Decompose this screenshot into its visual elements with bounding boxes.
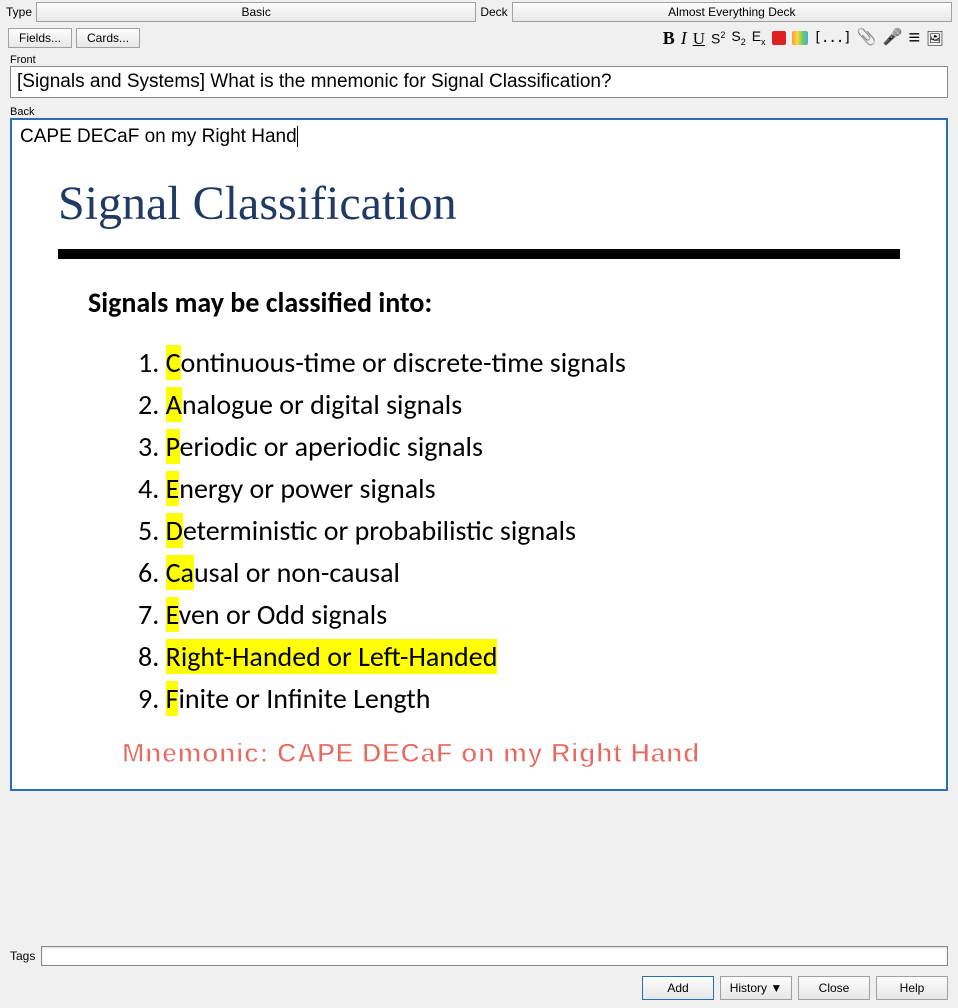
- slide-image: Signal Classification Signals may be cla…: [18, 154, 940, 769]
- back-text: CAPE DECaF on my Right Hand: [20, 126, 298, 147]
- slide-list-item: Analogue or digital signals: [138, 384, 900, 426]
- slide-list-item: Continuous-time or discrete-time signals: [138, 342, 900, 384]
- cloze-icon[interactable]: [...]: [814, 31, 851, 45]
- underline-icon[interactable]: U: [693, 30, 705, 47]
- bold-icon[interactable]: B: [663, 29, 675, 47]
- toolbar-row: Fields... Cards... B I U S2 S2 Ex [...] …: [0, 24, 958, 52]
- slide-list-item: Deterministic or probabilistic signals: [138, 510, 900, 552]
- menu-icon[interactable]: ≡: [909, 28, 921, 48]
- bottom-buttons: Add History ▼ Close Help: [0, 972, 958, 1008]
- front-field[interactable]: [Signals and Systems] What is the mnemon…: [10, 66, 948, 98]
- text-color-icon[interactable]: [772, 31, 786, 45]
- subscript-icon[interactable]: S2: [731, 29, 745, 47]
- slide-list-item: Finite or Infinite Length: [138, 678, 900, 720]
- tags-input[interactable]: [41, 946, 948, 966]
- help-button[interactable]: Help: [876, 976, 948, 1000]
- slide-list-item: Energy or power signals: [138, 468, 900, 510]
- latex-icon[interactable]: 🖼: [926, 31, 944, 45]
- fields-button[interactable]: Fields...: [8, 28, 72, 48]
- format-toolbar: B I U S2 S2 Ex [...] 📎 🎤 ≡ 🖼: [663, 28, 950, 48]
- deck-label: Deck: [480, 5, 507, 19]
- front-text: [Signals and Systems] What is the mnemon…: [17, 71, 612, 92]
- back-label: Back: [0, 106, 958, 118]
- color-picker-icon[interactable]: [792, 31, 808, 45]
- deck-selector[interactable]: Almost Everything Deck: [512, 2, 952, 22]
- add-button[interactable]: Add: [642, 976, 714, 1000]
- slide-divider: [58, 249, 900, 259]
- deck-value: Almost Everything Deck: [668, 5, 795, 19]
- back-field[interactable]: CAPE DECaF on my Right Hand Signal Class…: [10, 118, 948, 791]
- tags-row: Tags: [0, 940, 958, 972]
- front-label: Front: [0, 54, 958, 66]
- note-type-selector[interactable]: Basic: [36, 2, 476, 22]
- slide-mnemonic: Mnemonic: CAPE DECaF on my Right Hand: [122, 738, 900, 769]
- type-deck-row: Type Basic Deck Almost Everything Deck: [0, 0, 958, 24]
- mic-icon[interactable]: 🎤: [883, 30, 903, 46]
- slide-list-item: Even or Odd signals: [138, 594, 900, 636]
- close-button[interactable]: Close: [798, 976, 870, 1000]
- slide-list-item: Causal or non-causal: [138, 552, 900, 594]
- tags-label: Tags: [10, 949, 35, 963]
- italic-icon[interactable]: I: [681, 29, 687, 47]
- clear-format-icon[interactable]: Ex: [752, 29, 766, 47]
- slide-list-item: Periodic or aperiodic signals: [138, 426, 900, 468]
- slide-list-item: Right-Handed or Left-Handed: [138, 636, 900, 678]
- cards-button[interactable]: Cards...: [76, 28, 140, 48]
- history-button[interactable]: History ▼: [720, 976, 792, 1000]
- slide-subtitle: Signals may be classified into:: [88, 285, 900, 320]
- type-label: Type: [6, 5, 32, 19]
- slide-title: Signal Classification: [58, 176, 900, 231]
- note-type-value: Basic: [242, 5, 271, 19]
- superscript-icon[interactable]: S2: [711, 31, 725, 46]
- attach-icon[interactable]: 📎: [857, 30, 877, 46]
- slide-list: Continuous-time or discrete-time signals…: [138, 342, 900, 720]
